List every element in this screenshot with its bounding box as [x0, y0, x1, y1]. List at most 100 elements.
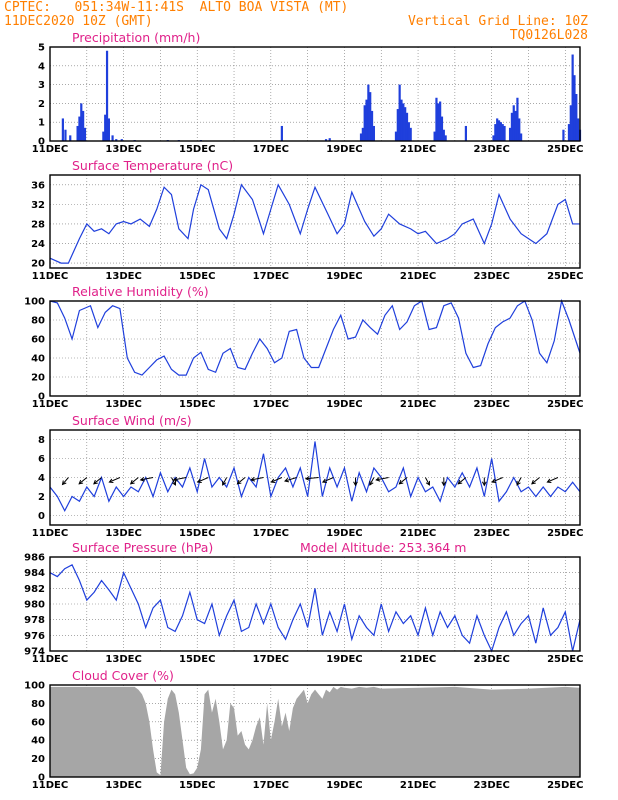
- cloud-ytick-label: 80: [31, 699, 45, 710]
- temp-xtick-label: 25DEC: [547, 271, 583, 282]
- precip-bar: [440, 116, 444, 141]
- precip-bar: [518, 118, 521, 141]
- wind-xtick-label: 11DEC: [32, 528, 68, 539]
- cloud-area: [50, 686, 580, 777]
- cloud-frame: [49, 684, 581, 778]
- wind-arrow-head: [546, 478, 552, 483]
- precip-bar: [520, 133, 523, 141]
- precip-bar: [464, 125, 468, 141]
- precip-bar: [365, 99, 368, 141]
- rh-frame: [49, 300, 581, 397]
- rh-xtick-label: 13DEC: [105, 399, 141, 410]
- wind-ytick-label: 0: [38, 511, 45, 522]
- wind-arrow-head: [441, 481, 447, 487]
- precip-bar: [367, 84, 370, 141]
- precip-bar: [497, 120, 501, 141]
- precip-xtick-label: 23DEC: [473, 144, 509, 155]
- precip-bar: [111, 135, 114, 141]
- wind-arrow-shaft: [197, 477, 209, 483]
- wind-arrow-head: [196, 478, 202, 483]
- precip-bar: [407, 122, 410, 141]
- wind-arrow-shaft: [531, 477, 540, 485]
- pres-xtick-label: 23DEC: [473, 654, 509, 665]
- precip-xtick-label: 19DEC: [326, 144, 362, 155]
- precip-bar: [503, 125, 506, 141]
- precip-bar: [496, 118, 499, 141]
- precip-bar: [439, 101, 442, 141]
- wind-xtick-label: 25DEC: [547, 528, 583, 539]
- precip-bar: [61, 118, 64, 141]
- wind-arrow-head: [139, 476, 145, 482]
- wind-arrow-shaft: [251, 477, 264, 481]
- wind-arrow-shaft: [171, 477, 176, 486]
- wind-ytick-label: 8: [38, 435, 45, 446]
- header-location: CPTEC: 051:34W-11:41S ALTO BOA VISTA (MT…: [4, 0, 349, 15]
- pres-ytick-label: 980: [24, 600, 45, 611]
- wind-arrow-head: [129, 479, 135, 485]
- wind-arrow-shaft: [109, 477, 121, 483]
- rh-ytick-label: 0: [38, 392, 45, 403]
- wind-arrow-shaft: [424, 477, 430, 486]
- temp-xtick-label: 23DEC: [473, 271, 509, 282]
- wind-arrow-head: [284, 477, 290, 483]
- precip-ytick-label: 3: [38, 80, 45, 91]
- precip-xtick-label: 21DEC: [400, 144, 436, 155]
- precip-xtick-label: 15DEC: [179, 144, 215, 155]
- precip-bar: [435, 97, 438, 141]
- cloud-xtick-label: 17DEC: [253, 780, 289, 791]
- temp-xtick-label: 15DEC: [179, 271, 215, 282]
- precip-bar: [516, 97, 519, 141]
- precip-bar: [78, 116, 81, 141]
- wind-arrow-shaft: [491, 477, 503, 483]
- wind-arrow-shaft: [271, 477, 283, 483]
- wind-arrow-shaft: [140, 477, 154, 481]
- wind-ytick-label: 2: [38, 492, 45, 503]
- cloud-ytick-label: 100: [24, 681, 45, 692]
- precip-bar: [573, 75, 576, 141]
- precip-bar: [575, 94, 578, 141]
- cloud-ytick-label: 60: [31, 717, 45, 728]
- wind-arrow-shaft: [322, 477, 334, 483]
- temp-xtick-label: 19DEC: [326, 271, 362, 282]
- rh-series-line: [49, 298, 581, 376]
- wind-ytick-label: 6: [38, 454, 45, 465]
- wind-arrow-head: [61, 480, 67, 486]
- cloud-xtick-label: 15DEC: [179, 780, 215, 791]
- precip-bar: [508, 127, 512, 141]
- precip-bar: [80, 103, 83, 141]
- pres-xtick-label: 17DEC: [253, 654, 289, 665]
- wind-series-line: [49, 441, 581, 513]
- wind-arrow-head: [304, 476, 310, 481]
- wind-arrow-head: [491, 478, 497, 483]
- precip-bar: [433, 131, 436, 141]
- wind-xtick-label: 13DEC: [105, 528, 141, 539]
- rh-ytick-label: 40: [31, 354, 45, 365]
- precip-bar: [514, 110, 517, 141]
- precip-bar: [120, 139, 123, 141]
- wind-arrow-shaft: [62, 477, 69, 485]
- pres-ytick-label: 978: [24, 615, 45, 626]
- precip-bar: [512, 105, 515, 141]
- precip-bar: [562, 129, 565, 141]
- temp-title: Surface Temperature (nC): [72, 158, 233, 173]
- pres-ytick-label: 974: [24, 647, 45, 658]
- wind-arrow-shaft: [376, 477, 389, 481]
- cloud-xtick-label: 23DEC: [473, 780, 509, 791]
- rh-xtick-label: 21DEC: [400, 399, 436, 410]
- wind-arrow-shaft: [78, 477, 88, 485]
- precip-bar: [510, 112, 514, 141]
- wind-arrow-head: [270, 478, 276, 483]
- cloud-xtick-label: 13DEC: [105, 780, 141, 791]
- rh-xtick-label: 15DEC: [179, 399, 215, 410]
- wind-arrow-head: [516, 480, 521, 486]
- precip-bar: [567, 124, 571, 141]
- cloud-xtick-label: 25DEC: [547, 780, 583, 791]
- pres-title: Surface Pressure (hPa): [72, 540, 213, 555]
- wind-arrow-head: [481, 481, 487, 487]
- precip-bar: [409, 127, 412, 141]
- wind-title: Surface Wind (m/s): [72, 413, 192, 428]
- precip-bar: [64, 129, 67, 141]
- temp-ytick-label: 32: [31, 200, 45, 211]
- pres-xtick-label: 19DEC: [326, 654, 362, 665]
- pres-xtick-label: 25DEC: [547, 654, 583, 665]
